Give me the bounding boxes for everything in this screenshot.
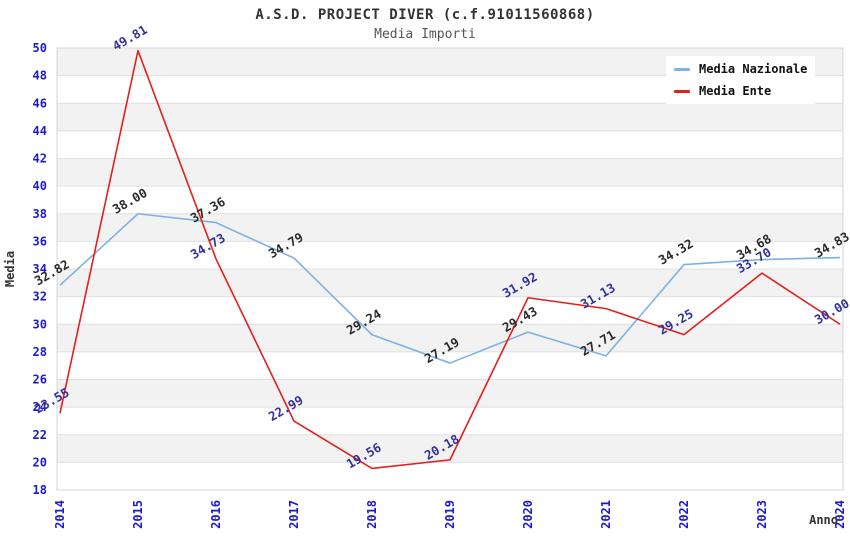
y-tick-label: 50 [33, 41, 47, 55]
y-tick-label: 18 [33, 483, 47, 497]
plot-border [56, 47, 844, 491]
value-label-media-nazionale: 38.00 [110, 185, 150, 217]
x-tick-label: 2019 [443, 500, 457, 529]
grid-layer [56, 47, 844, 491]
y-tick-label: 46 [33, 96, 47, 110]
y-tick-label: 20 [33, 455, 47, 469]
y-tick-label: 32 [33, 290, 47, 304]
y-tick-label: 40 [33, 179, 47, 193]
y-axis-title: Media [3, 251, 17, 287]
series-line-media-nazionale [59, 212, 841, 364]
x-tick-label: 2024 [833, 500, 847, 529]
x-tick-label: 2016 [209, 500, 223, 529]
plot-band [57, 103, 843, 131]
y-tick-label: 42 [33, 152, 47, 166]
x-tick-label: 2015 [131, 500, 145, 529]
x-tick-label: 2021 [599, 500, 613, 529]
y-tick-label: 38 [33, 207, 47, 221]
plot-band [57, 434, 843, 463]
x-tick-label: 2017 [287, 500, 301, 529]
x-tick-label: 2023 [755, 500, 769, 529]
legend-item-media-ente: Media Ente [674, 80, 807, 102]
y-tick-label: 30 [33, 317, 47, 331]
plot-band [57, 324, 843, 352]
series-layer [59, 49, 841, 470]
band-layer [57, 48, 843, 463]
legend-label-media-ente: Media Ente [699, 84, 772, 98]
y-tick-label: 22 [33, 428, 47, 442]
chart-subtitle: Media Importi [374, 27, 476, 42]
y-tick-label: 34 [33, 262, 47, 276]
y-tick-label: 36 [33, 234, 47, 248]
plot-band [57, 379, 843, 408]
y-tick-label: 44 [33, 124, 47, 138]
plot-band [57, 269, 843, 297]
x-tick-label: 2018 [365, 500, 379, 529]
x-tick-label: 2014 [53, 500, 67, 529]
y-tick-label: 24 [33, 400, 47, 414]
y-tick-label: 48 [33, 69, 47, 83]
plot-band [57, 213, 843, 242]
legend-label-media-nazionale: Media Nazionale [699, 62, 808, 76]
x-tick-label: 2020 [521, 500, 535, 529]
value-label-media-ente: 30.00 [812, 295, 850, 327]
legend: Media Nazionale Media Ente [666, 56, 816, 104]
legend-item-media-nazionale: Media Nazionale [674, 58, 807, 80]
y-tick-label: 28 [33, 345, 47, 359]
legend-swatch-media-nazionale [674, 67, 690, 71]
series-line-media-ente [59, 49, 841, 470]
x-axis-title: Anno [809, 513, 838, 527]
value-label-media-ente: 23.55 [32, 385, 72, 417]
y-tick-label: 26 [33, 373, 47, 387]
x-tick-label: 2022 [677, 500, 691, 529]
chart-title: A.S.D. PROJECT DIVER (c.f.91011560868) [255, 7, 595, 23]
legend-swatch-media-ente [674, 89, 690, 93]
plot-band [57, 158, 843, 187]
